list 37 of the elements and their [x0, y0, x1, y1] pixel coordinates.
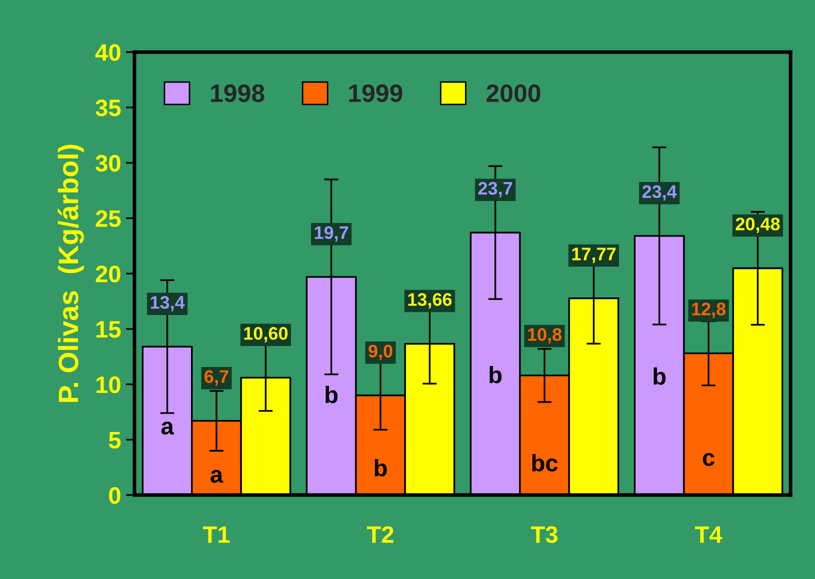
y-tick-label: 40 [95, 44, 120, 61]
x-tick-label: T4 [695, 526, 722, 543]
annotation: b [490, 366, 502, 384]
annotation: b [326, 386, 338, 404]
data-label: 23,7 [478, 182, 512, 198]
data-label: 17,77 [572, 248, 616, 263]
annotation: b [654, 367, 666, 385]
annotation: b [374, 459, 387, 476]
data-label: 9,0 [368, 344, 392, 360]
y-tick-label: 10 [96, 376, 120, 394]
data-label: 12,8 [692, 302, 726, 318]
y-tick-label: 5 [108, 432, 121, 448]
annotation: c [702, 453, 714, 466]
legend-label: 1999 [349, 84, 402, 102]
annotation: a [210, 470, 224, 483]
y-tick-label: 30 [96, 154, 120, 172]
y-tick-label: 15 [96, 321, 121, 338]
annotation: bc [532, 454, 558, 472]
data-label: 19,7 [314, 226, 348, 242]
x-tick-label: T2 [366, 526, 394, 543]
y-axis-title: P. Olivas (Kg/árbol) [58, 144, 84, 402]
data-label: 20,48 [736, 218, 780, 233]
y-tick-label: 20 [96, 266, 120, 282]
data-label: 10,60 [244, 326, 288, 342]
legend-label: 1998 [211, 84, 264, 102]
y-tick-label: 25 [96, 210, 121, 227]
x-tick-label: T3 [531, 526, 558, 543]
data-label: 6,7 [204, 370, 228, 386]
data-label: 13,4 [150, 296, 185, 312]
legend-label: 2000 [486, 84, 540, 102]
data-label: 13,66 [408, 293, 452, 309]
y-tick-label: 35 [96, 100, 121, 116]
y-tick-label: 0 [109, 487, 120, 504]
data-label: 23,4 [642, 185, 677, 201]
data-label: 10,8 [528, 328, 562, 344]
x-tick-label: T1 [202, 526, 230, 543]
annotation: a [161, 422, 174, 435]
